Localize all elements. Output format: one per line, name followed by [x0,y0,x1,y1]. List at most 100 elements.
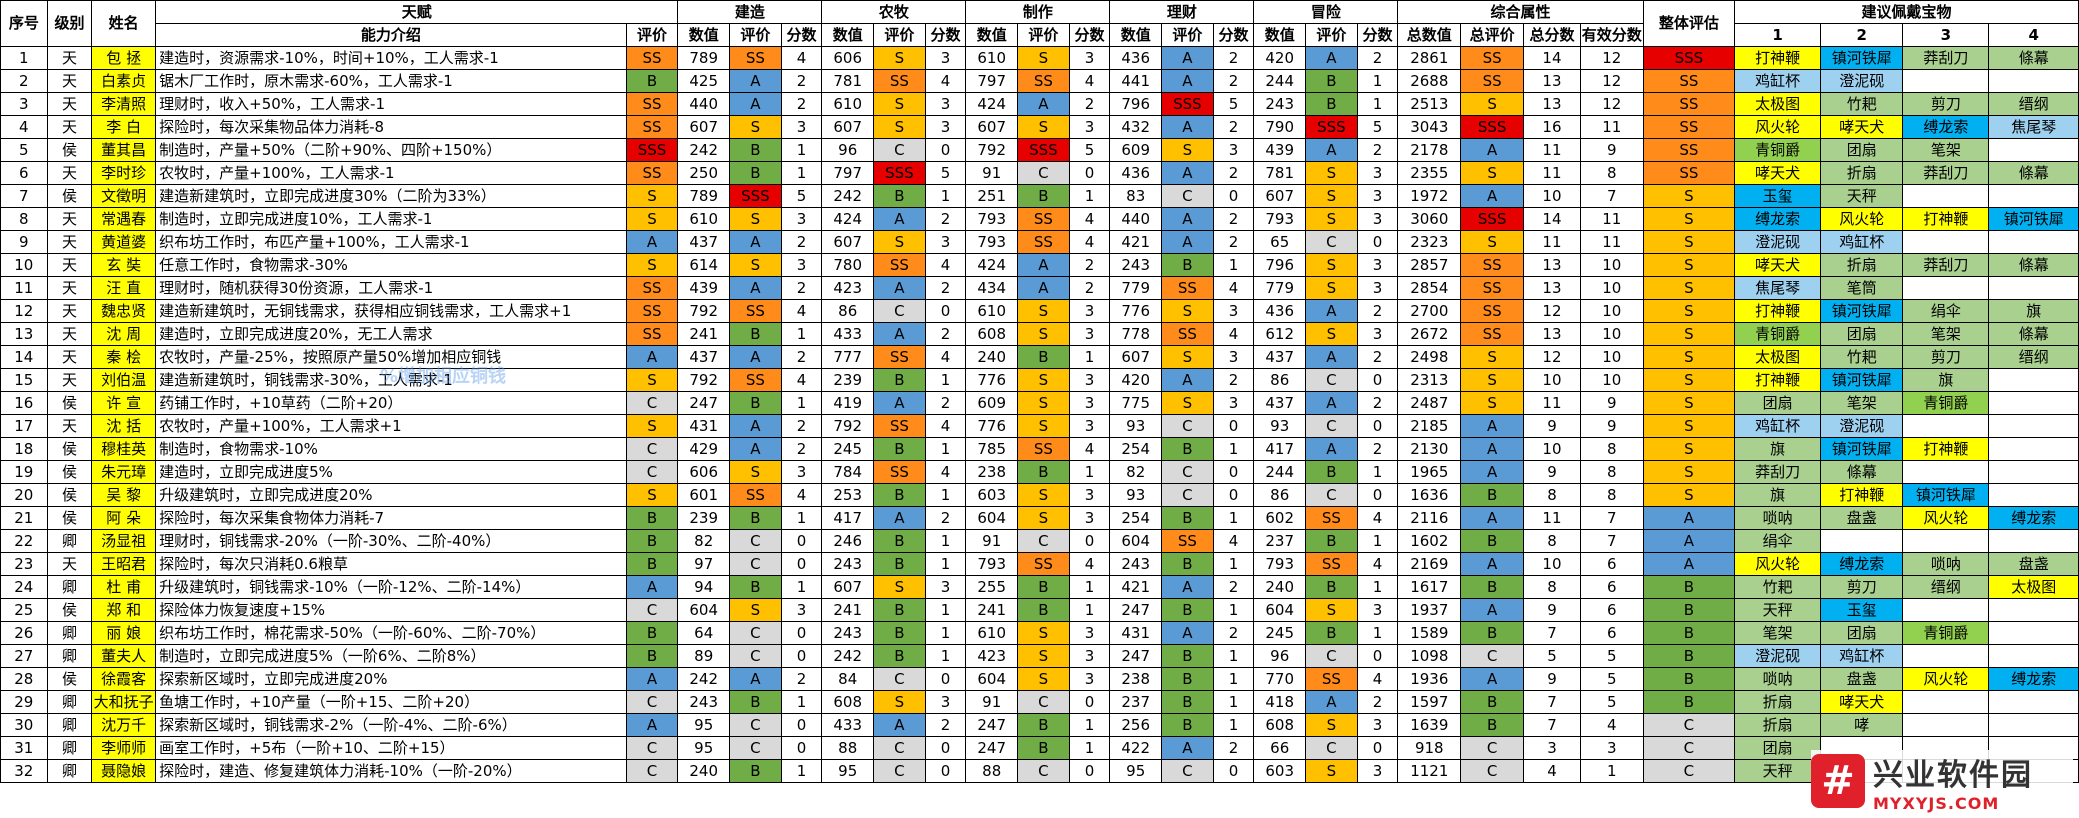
row-total-value: 2185 [1397,414,1462,438]
row-total-score: 8 [1523,529,1581,553]
watermark-url: MYXYJS.COM [1873,793,2000,813]
row-level: 侯 [46,506,93,530]
row-build-grade: S [729,207,782,231]
row-finance-score: 0 [1212,184,1255,208]
row-total-value: 1965 [1397,460,1462,484]
row-farm-score: 0 [924,667,967,691]
row-talent-grade: SS [625,322,679,346]
row-treasure-2: 剪刀 [1820,575,1904,599]
row-adventure-value: 796 [1253,253,1307,277]
row-treasure-3: 莽刮刀 [1902,253,1990,277]
row-adventure-value: 607 [1253,184,1307,208]
row-build-score: 0 [780,529,823,553]
row-farm-grade: A [873,322,926,346]
row-total-grade: B [1460,690,1525,714]
row-build-score: 1 [780,759,823,783]
row-total-value: 2355 [1397,161,1462,185]
row-craft-score: 1 [1068,713,1111,737]
row-total-score: 7 [1523,713,1581,737]
row-name: 沈 括 [91,414,157,438]
row-whole-eval: B [1642,575,1735,599]
treasure-3-header: 3 [1902,23,1990,47]
row-name: 李时珍 [91,161,157,185]
row-build-grade: SS [729,368,782,392]
row-treasure-4 [1988,598,2079,622]
row-craft-value: 238 [965,460,1019,484]
row-effective-score: 10 [1579,322,1644,346]
row-treasure-4: 镇河铁犀 [1988,207,2079,231]
treasure-4-header: 4 [1988,23,2079,47]
row-build-score: 3 [780,115,823,139]
row-finance-grade: B [1161,713,1214,737]
row-treasure-2: 哮 [1820,713,1904,737]
row-farm-value: 243 [821,621,875,645]
row-craft-value: 609 [965,391,1019,415]
row-treasure-2: 條幕 [1820,460,1904,484]
row-name: 沈 周 [91,322,157,346]
row-whole-eval: S [1642,230,1735,254]
row-index: 6 [0,161,48,185]
row-adventure-score: 1 [1356,529,1399,553]
row-build-value: 250 [677,161,731,185]
row-farm-score: 2 [924,391,967,415]
row-adventure-value: 86 [1253,483,1307,507]
row-build-score: 3 [780,207,823,231]
row-adventure-value: 790 [1253,115,1307,139]
row-build-score: 0 [780,736,823,760]
row-farm-score: 1 [924,368,967,392]
row-treasure-1: 绢伞 [1733,529,1822,553]
row-farm-grade: S [873,690,926,714]
row-adventure-grade: B [1305,92,1358,116]
row-build-value: 89 [677,644,731,668]
row-adventure-grade: A [1305,345,1358,369]
row-index: 19 [0,460,48,484]
row-finance-value: 247 [1109,598,1163,622]
row-name: 大和抚子 [91,690,157,714]
row-farm-value: 433 [821,322,875,346]
row-adventure-value: 66 [1253,736,1307,760]
row-farm-score: 2 [924,207,967,231]
row-craft-value: 247 [965,736,1019,760]
row-total-value: 2857 [1397,253,1462,277]
row-craft-grade: S [1017,621,1070,645]
row-craft-value: 240 [965,345,1019,369]
row-whole-eval: SS [1642,138,1735,162]
row-whole-eval: SS [1642,115,1735,139]
row-farm-grade: C [873,736,926,760]
row-farm-score: 0 [924,299,967,323]
table-row: 13 天沈 周建造时，立即完成进度20%，无工人需求 SS 241 B 1 433 A 2 608… [0,322,2079,346]
row-finance-grade: C [1161,483,1214,507]
table-row: 21 侯阿 朵探险时，每次采集食物体力消耗-7 B 239 B 1 417 A 2 604 S 3 25… [0,506,2079,530]
row-treasure-2: 竹耙 [1820,345,1904,369]
row-total-grade: A [1460,506,1525,530]
row-craft-grade: S [1017,299,1070,323]
row-level: 卿 [46,621,93,645]
row-farm-score: 3 [924,690,967,714]
row-treasure-4: 缙纲 [1988,92,2079,116]
row-adventure-value: 96 [1253,644,1307,668]
row-adventure-grade: S [1305,276,1358,300]
row-farm-value: 243 [821,552,875,576]
row-talent-grade: A [625,713,679,737]
adventure-group-header: 冒险 [1253,0,1399,24]
row-craft-grade: S [1017,644,1070,668]
row-farm-grade: SS [873,414,926,438]
table-row: 24 卿杜 甫升级建筑时，铜钱需求-10%（一阶-12%、二阶-14%） A 94 B 1… [0,575,2079,599]
row-total-value: 2672 [1397,322,1462,346]
row-build-value: 243 [677,690,731,714]
row-finance-score: 1 [1212,713,1255,737]
row-farm-value: 433 [821,713,875,737]
row-craft-score: 0 [1068,690,1111,714]
row-talent-desc: 升级建筑时，铜钱需求-10%（一阶-12%、二阶-14%） [155,575,627,599]
row-finance-grade: B [1161,253,1214,277]
row-total-score: 13 [1523,322,1581,346]
row-finance-score: 2 [1212,161,1255,185]
row-talent-grade: B [625,69,679,93]
row-adventure-grade: A [1305,690,1358,714]
row-build-score: 2 [780,230,823,254]
row-talent-grade: S [625,368,679,392]
row-adventure-value: 612 [1253,322,1307,346]
row-build-score: 2 [780,437,823,461]
row-farm-value: 797 [821,161,875,185]
row-treasure-4 [1988,483,2079,507]
